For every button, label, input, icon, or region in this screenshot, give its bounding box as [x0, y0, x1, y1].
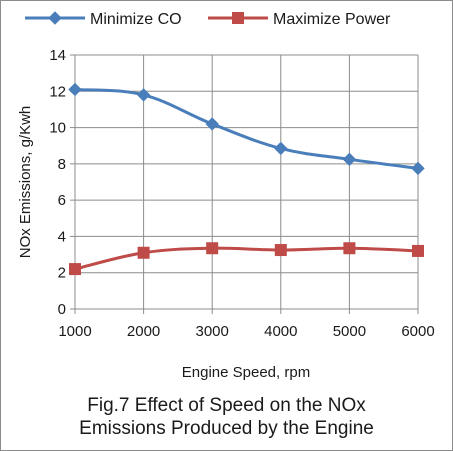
y-tick-label: 10 — [49, 120, 66, 137]
x-tick-label: 3000 — [196, 323, 229, 340]
y-tick-label: 4 — [58, 228, 66, 245]
x-tick-label: 2000 — [127, 323, 160, 340]
legend-marker-maximize-power — [232, 12, 244, 24]
y-tick-label: 8 — [58, 156, 66, 173]
data-point-maximize-power — [69, 263, 81, 276]
data-point-minimize-co — [205, 117, 219, 131]
y-tick-label: 2 — [58, 265, 66, 282]
legend-marker-minimize-co — [48, 11, 62, 25]
y-tick-label: 12 — [49, 83, 66, 100]
figure-caption: Fig.7 Effect of Speed on the NOx Emissio… — [0, 394, 453, 440]
data-point-minimize-co — [342, 152, 357, 167]
x-tick-label: 5000 — [333, 323, 366, 340]
tick-labels: 0 2 4 6 8 10 12 14 1000 2000 3000 4000 5000 6000 — [49, 47, 434, 340]
series-maximize-power — [69, 242, 424, 276]
x-tick-label: 6000 — [401, 323, 434, 340]
x-tick-label: 1000 — [58, 323, 91, 340]
axes — [70, 54, 419, 314]
y-tick-label: 0 — [58, 301, 66, 318]
legend-label-minimize-co: Minimize CO — [90, 11, 182, 28]
data-point-minimize-co — [274, 141, 288, 156]
legend-item-minimize-co: Minimize CO — [25, 11, 182, 28]
x-axis-label: Engine Speed, rpm — [182, 364, 310, 381]
series-line-maximize-power — [74, 246, 419, 271]
data-point-maximize-power — [412, 244, 424, 257]
legend-item-maximize-power: Maximize Power — [208, 11, 391, 28]
data-point-minimize-co — [136, 88, 151, 102]
data-point-maximize-power — [343, 242, 356, 255]
legend-label-maximize-power: Maximize Power — [273, 11, 391, 28]
y-tick-label: 14 — [49, 47, 66, 64]
series-line-minimize-co — [74, 87, 419, 170]
data-point-maximize-power — [274, 244, 287, 257]
series-group — [68, 82, 425, 276]
series-minimize-co — [68, 82, 425, 176]
y-tick-label: 6 — [58, 192, 66, 209]
data-point-minimize-co — [411, 161, 425, 176]
caption-line-2: Emissions Produced by the Engine — [79, 418, 374, 439]
caption-line-1: Fig.7 Effect of Speed on the NOx — [87, 395, 366, 416]
data-point-maximize-power — [137, 246, 150, 259]
x-tick-label: 4000 — [264, 323, 297, 340]
y-axis-label: NOx Emissions, g/Kwh — [17, 106, 34, 259]
legend: Minimize CO Maximize Power — [25, 11, 391, 28]
data-point-maximize-power — [206, 242, 219, 255]
data-point-minimize-co — [68, 82, 82, 97]
